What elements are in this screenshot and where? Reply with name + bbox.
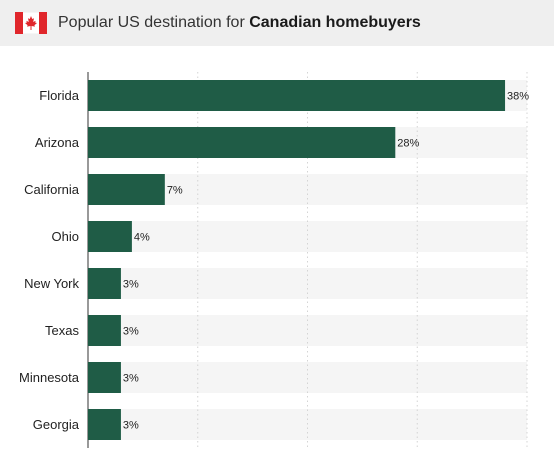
value-label: 4% xyxy=(134,232,150,244)
category-label: Florida xyxy=(39,88,80,103)
bar xyxy=(88,315,121,346)
category-label: Texas xyxy=(45,323,79,338)
value-label: 7% xyxy=(167,185,183,197)
chart-header: Popular US destination for Canadian home… xyxy=(0,0,554,46)
category-label: Ohio xyxy=(52,229,79,244)
bar xyxy=(88,268,121,299)
bar xyxy=(88,409,121,440)
category-label: New York xyxy=(24,276,79,291)
bar xyxy=(88,174,165,205)
chart-title: Popular US destination for Canadian home… xyxy=(58,14,421,32)
value-label: 3% xyxy=(123,326,139,338)
bar-chart: Florida 38% Arizona 28% California 7% Ohio 4% Ne… xyxy=(19,72,529,448)
bar-track xyxy=(88,409,527,440)
category-label: Arizona xyxy=(35,135,80,150)
category-label: California xyxy=(24,182,80,197)
bar xyxy=(88,362,121,393)
chart-title-bold: Canadian homebuyers xyxy=(249,14,421,31)
category-label: Minnesota xyxy=(19,370,80,385)
value-label: 3% xyxy=(123,373,139,385)
value-label: 3% xyxy=(123,279,139,291)
chart-title-regular: Popular US destination for xyxy=(58,14,250,31)
value-label: 28% xyxy=(397,138,419,150)
canada-flag-icon xyxy=(15,12,47,34)
category-label: Georgia xyxy=(33,417,80,432)
value-label: 3% xyxy=(123,420,139,432)
bar xyxy=(88,80,506,111)
value-label: 38% xyxy=(507,91,529,103)
bar xyxy=(88,221,132,252)
bar xyxy=(88,127,396,158)
